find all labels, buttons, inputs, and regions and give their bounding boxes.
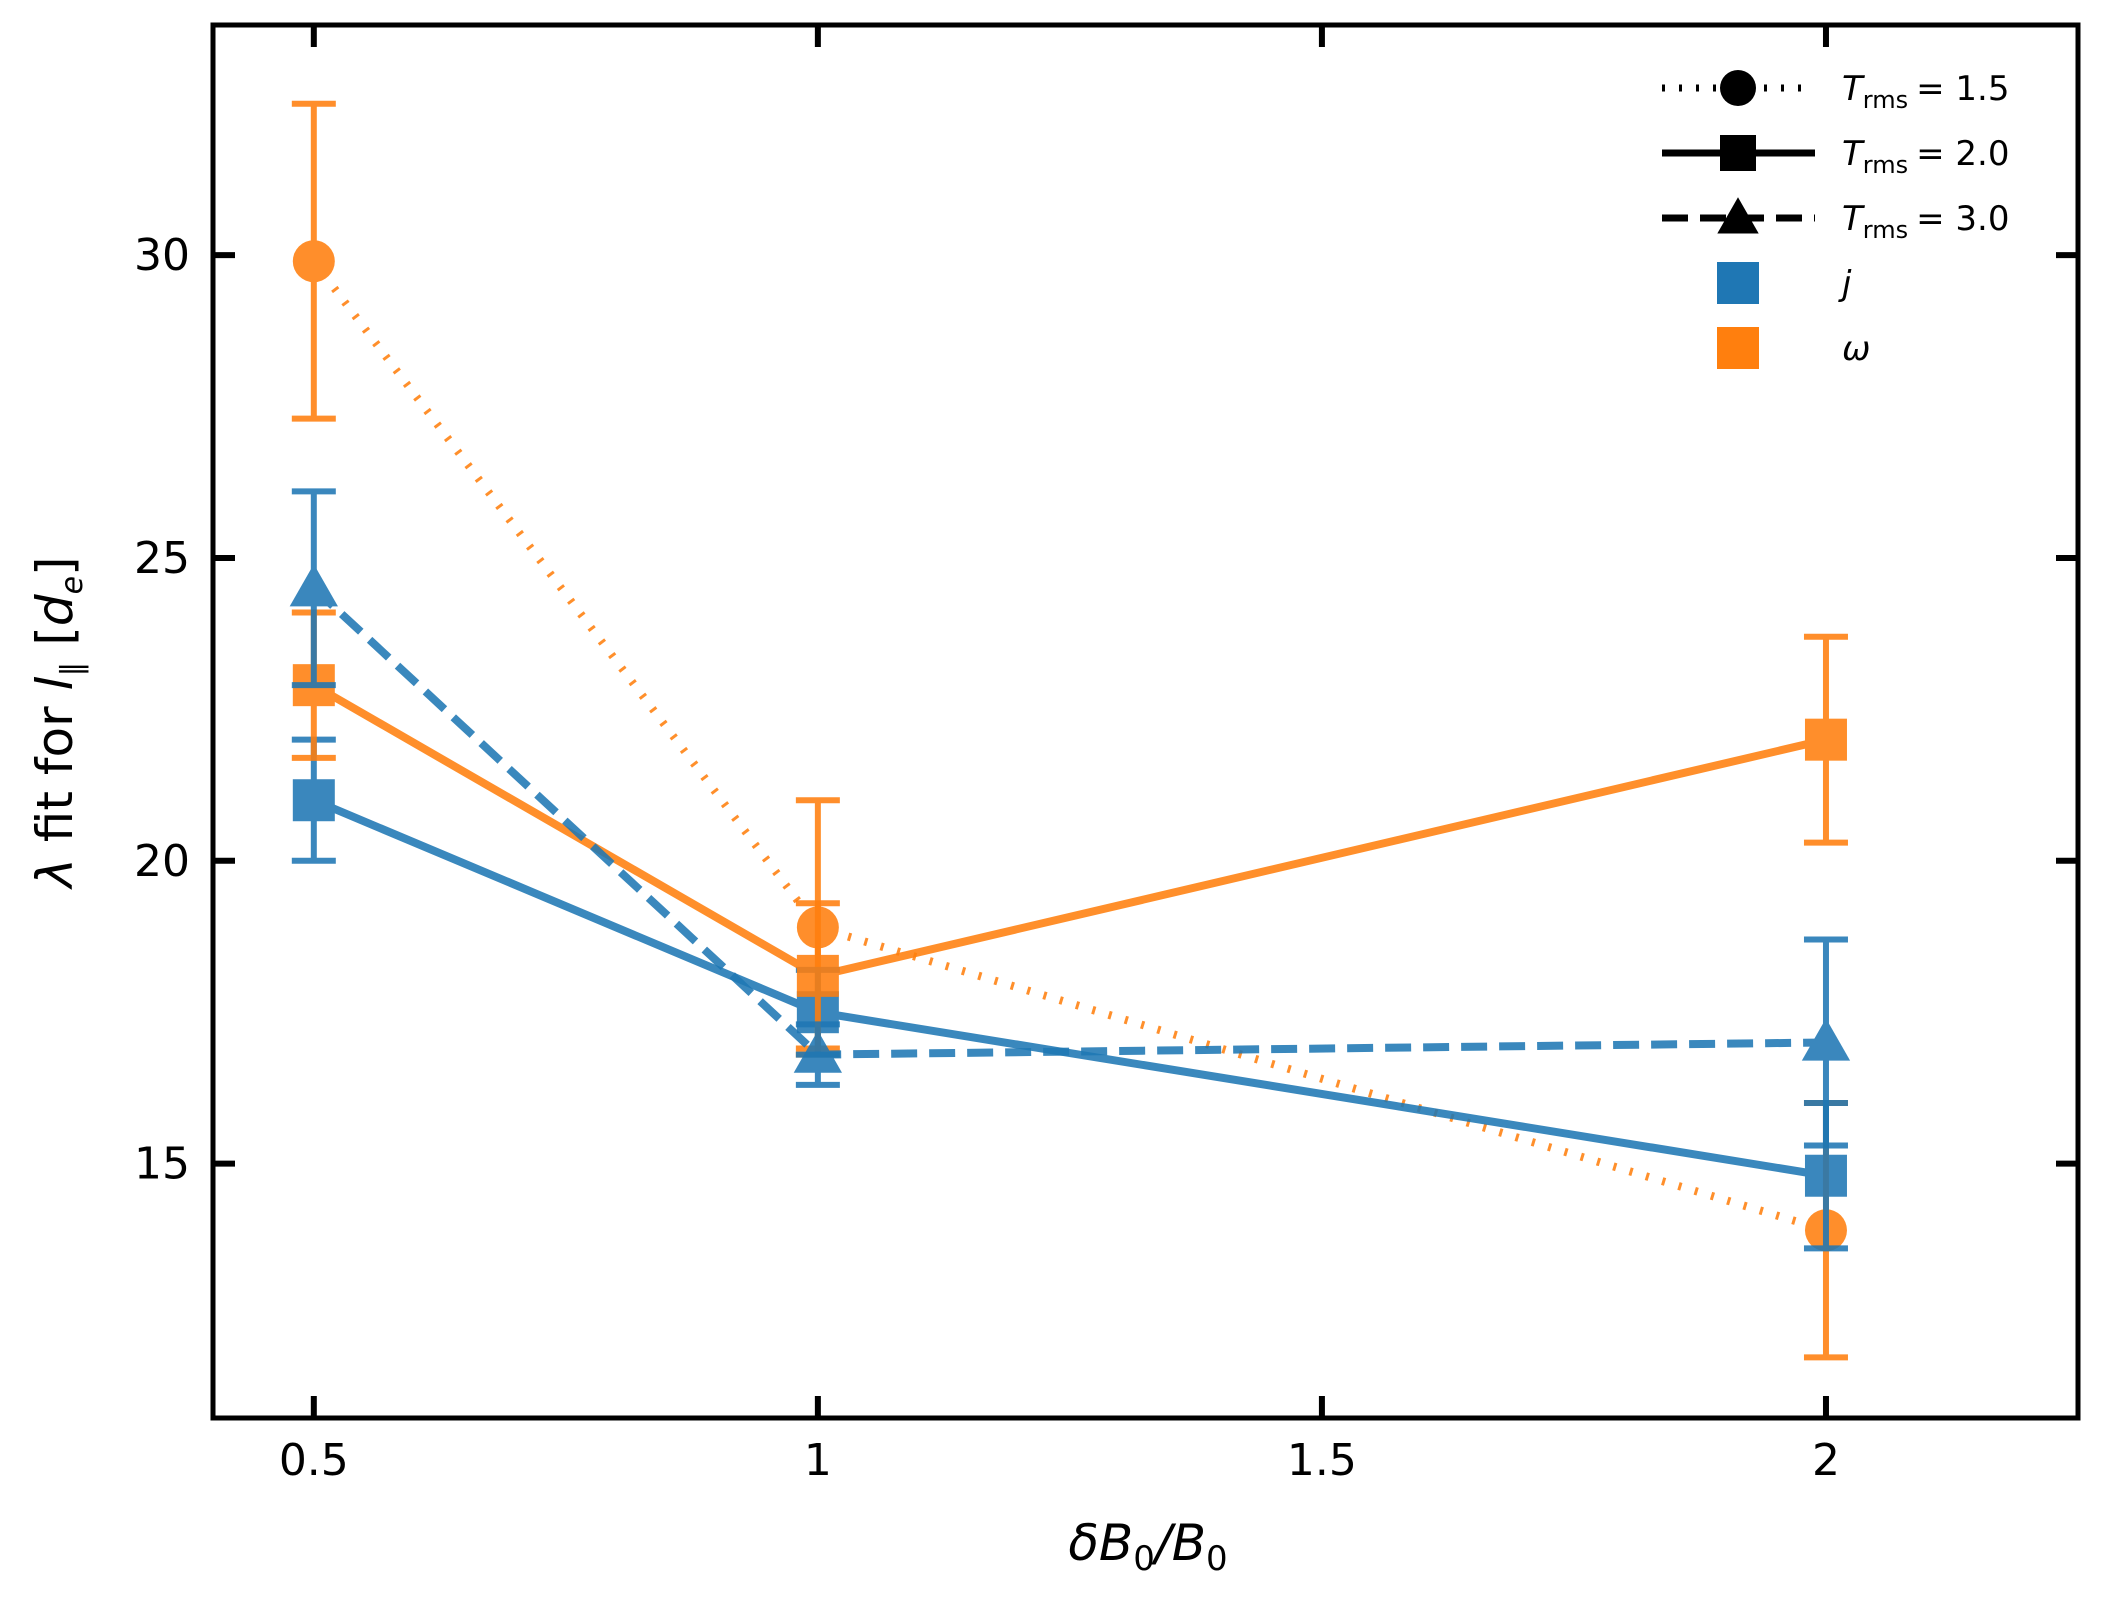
legend-marker <box>1720 70 1756 106</box>
data-point <box>292 779 335 822</box>
data-point <box>289 564 338 607</box>
x-tick-label: 1.5 <box>1287 1435 1357 1486</box>
y-tick-label: 15 <box>134 1139 190 1190</box>
data-point <box>1801 1018 1851 1061</box>
legend-marker <box>1720 135 1756 171</box>
y-tick-label: 30 <box>134 230 190 281</box>
legend-label: Trms = 2.0 <box>1842 134 2009 179</box>
data-point <box>1804 1154 1847 1197</box>
data-point <box>292 240 335 283</box>
y-tick-label: 20 <box>134 836 190 887</box>
legend: Trms = 1.5 Trms = 2.0 Trms = 3.0 jω <box>1662 69 2009 369</box>
x-tick-label: 1 <box>804 1435 832 1486</box>
axes-ticks: 0.5 1 1.5 2 15 20 25 30 <box>134 25 2078 1486</box>
legend-label: Trms = 1.5 <box>1842 69 2009 114</box>
series-j-dashed <box>289 488 1851 1149</box>
legend-label: ω <box>1842 329 1870 369</box>
data-point <box>793 1030 843 1073</box>
legend-swatch <box>1717 327 1759 369</box>
data-point <box>1804 718 1847 761</box>
x-tick-label: 2 <box>1812 1435 1840 1486</box>
legend-swatch <box>1717 262 1759 304</box>
legend-marker <box>1717 197 1759 234</box>
y-axis-title: λ fit for l∥ [de] <box>26 556 90 890</box>
x-axis-title: δB0/B0 <box>1068 1514 1227 1579</box>
x-tick-label: 0.5 <box>279 1435 349 1486</box>
legend-label: Trms = 3.0 <box>1842 199 2009 244</box>
axes-frame <box>210 22 2081 1421</box>
y-tick-label: 25 <box>134 533 190 584</box>
data-point <box>796 954 839 997</box>
plot-area <box>289 100 1851 1361</box>
legend-label: j <box>1838 264 1852 304</box>
